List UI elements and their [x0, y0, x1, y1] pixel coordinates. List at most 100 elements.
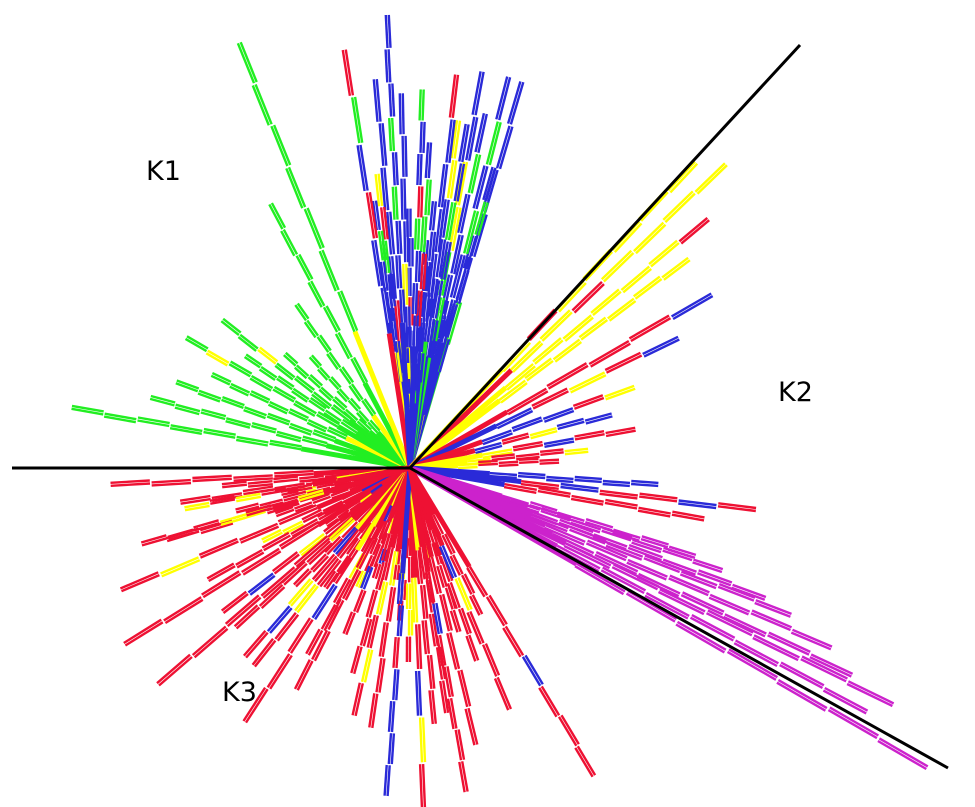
tree-branch [458, 123, 467, 162]
tree-branch [71, 407, 104, 416]
tree-branch [457, 462, 478, 467]
tree-branch [328, 516, 354, 540]
tree-branch [662, 558, 697, 573]
tree-branch [398, 93, 402, 135]
tree-branch [435, 315, 447, 355]
tree-branch [689, 616, 734, 642]
tree-branch [724, 613, 767, 635]
tree-branch [627, 546, 662, 562]
tree-branch [328, 351, 342, 369]
tree-branch [457, 608, 470, 635]
tree-branch [602, 566, 647, 592]
tree-branch [510, 340, 542, 371]
tree-branch [485, 121, 499, 165]
tree-branch [391, 152, 396, 186]
tree-branch [634, 278, 663, 300]
tree-branch [545, 523, 586, 543]
tree-branch [585, 518, 614, 529]
tree-branch [438, 546, 455, 579]
tree-branch [847, 680, 895, 705]
tree-branch [369, 419, 381, 432]
tree-branch [380, 533, 391, 561]
tree-branch [428, 200, 435, 231]
tree-branch [530, 429, 558, 440]
tree-branch [375, 561, 385, 590]
tree-branch [243, 408, 266, 420]
tree-branch [419, 121, 423, 153]
tree-branch [546, 478, 574, 484]
tree-branch [600, 569, 645, 595]
tree-branch [493, 678, 510, 711]
tree-branch [417, 250, 422, 283]
tree-branch [588, 340, 630, 366]
tree-branch [321, 249, 340, 291]
tree-branch [574, 475, 602, 481]
tree-branch [318, 250, 337, 292]
tree-branch [694, 162, 726, 193]
tree-branch [414, 250, 419, 282]
tree-branch [140, 534, 167, 544]
tree-branch [604, 384, 635, 398]
tree-branch [440, 320, 447, 339]
tree-branch [414, 550, 421, 585]
tree-branch [718, 582, 756, 599]
tree-branch [274, 612, 297, 640]
tree-branch [560, 714, 580, 745]
tree-branch [379, 261, 386, 292]
tree-branch [452, 255, 466, 299]
tree-branch [422, 216, 428, 253]
tree-branch [245, 353, 263, 366]
tree-branch [378, 123, 385, 167]
tree-branch [532, 390, 569, 410]
tree-branch [531, 387, 568, 407]
tree-branch [71, 404, 104, 413]
tree-branch [676, 620, 727, 651]
tree-branch [430, 253, 438, 298]
tree-branch [460, 669, 472, 707]
tree-branch [438, 338, 451, 373]
tree-branch [424, 572, 433, 603]
tree-branch [605, 387, 636, 401]
tree-branch [293, 535, 329, 566]
tree-branch [441, 534, 453, 555]
tree-branch [406, 221, 410, 263]
tree-branch [332, 526, 357, 553]
tree-branch [416, 153, 420, 186]
tree-branch [318, 503, 346, 521]
tree-branch [344, 570, 362, 601]
tree-branch [393, 300, 400, 344]
tree-branch [211, 492, 243, 500]
tree-branch [280, 524, 320, 550]
tree-branch [546, 475, 574, 481]
tree-branch [575, 562, 626, 593]
tree-branch [356, 420, 371, 433]
tree-branch [198, 537, 238, 557]
tree-branch [313, 429, 337, 440]
tree-branch [467, 457, 491, 463]
tree-branch [347, 399, 359, 412]
tree-branch [554, 341, 583, 363]
tree-branch [150, 394, 176, 404]
tree-branch [496, 409, 534, 430]
tree-branch [603, 252, 635, 283]
tree-branch [542, 407, 574, 421]
tree-branch [432, 603, 440, 635]
tree-branch [421, 620, 428, 655]
tree-branch [316, 413, 339, 428]
tree-branch [506, 81, 522, 124]
tree-branch [463, 210, 477, 254]
tree-branch [461, 761, 469, 792]
tree-branch [570, 521, 601, 534]
tree-branch [296, 302, 310, 320]
tree-branch [434, 297, 446, 342]
tree-branch [529, 310, 558, 342]
tree-branch [605, 544, 643, 561]
tree-branch [801, 655, 848, 680]
tree-branch [446, 632, 458, 670]
tree-branch [632, 275, 661, 298]
tree-branch [390, 273, 397, 307]
tree-branch [365, 589, 376, 618]
tree-branch [324, 515, 338, 525]
tree-branch [707, 609, 754, 634]
tree-branch [600, 249, 633, 281]
